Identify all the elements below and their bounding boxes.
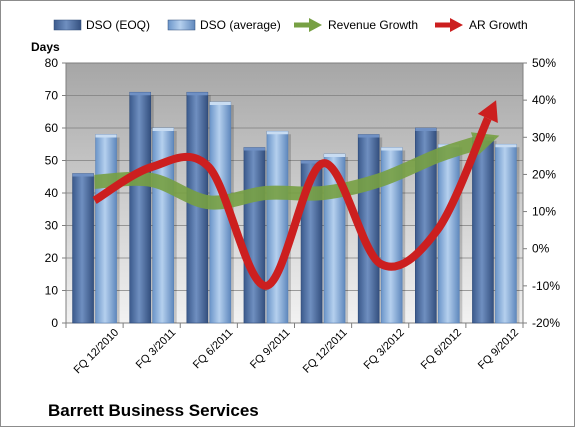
bar — [72, 173, 94, 324]
bar-top — [209, 102, 231, 105]
y2-tick-label: -20% — [532, 316, 560, 330]
y-tick-label: 80 — [45, 56, 59, 70]
bar — [243, 147, 266, 324]
bar-top — [358, 134, 380, 138]
x-tick-label: FQ 12/2010 — [72, 327, 122, 377]
x-tick-label: FQ 6/2011 — [191, 327, 236, 372]
x-tick-label: FQ 9/2012 — [476, 327, 521, 372]
bar-top — [266, 131, 288, 135]
y-tick-label: 20 — [45, 251, 59, 265]
growth-series — [92, 100, 500, 290]
bar-top — [152, 128, 174, 131]
x-tick-label: FQ 3/2011 — [134, 327, 179, 372]
bar-top — [72, 173, 94, 177]
y-axis-label: Days — [31, 40, 60, 54]
legend-item: Revenue Growth — [294, 18, 418, 32]
legend: DSO (EOQ) DSO (average) Revenue Growth AR G… — [53, 18, 528, 32]
bar-top — [95, 134, 117, 138]
legend-swatch — [53, 19, 82, 31]
y-tick-label: 0 — [51, 316, 58, 330]
y2-tick-label: 40% — [532, 93, 556, 107]
y-tick-label: 70 — [45, 89, 59, 103]
series-arrowhead — [477, 100, 498, 123]
legend-label: AR Growth — [469, 18, 528, 32]
bar-top — [243, 147, 265, 151]
bar — [95, 134, 117, 324]
legend-label: DSO (average) — [200, 18, 281, 32]
y-tick-label: 50 — [45, 154, 59, 168]
y2-tick-label: -10% — [532, 279, 560, 293]
y2-tick-label: 10% — [532, 205, 556, 219]
y2-tick-label: 20% — [532, 167, 556, 181]
y-tick-label: 10 — [45, 284, 59, 298]
bar — [266, 130, 289, 324]
bar-top — [186, 92, 208, 96]
y-tick-label: 30 — [45, 219, 59, 233]
y-tick-label: 60 — [45, 121, 59, 135]
legend-item: DSO (average) — [167, 18, 281, 32]
legend-arrow — [450, 18, 463, 32]
legend-item: AR Growth — [435, 18, 528, 32]
y2-tick-label: 50% — [532, 56, 556, 70]
legend-arrow — [309, 18, 322, 32]
legend-label: Revenue Growth — [328, 18, 418, 32]
x-tick-label: FQ 6/2012 — [419, 327, 464, 372]
bar-top — [381, 147, 403, 151]
series-line — [94, 137, 477, 210]
x-tick-label: FQ 9/2011 — [248, 327, 293, 372]
y2-tick-label: 30% — [532, 130, 556, 144]
legend-item: DSO (EOQ) — [53, 18, 150, 32]
bar-top — [301, 160, 323, 164]
bar — [438, 143, 460, 324]
chart-title: Barrett Business Services — [48, 401, 259, 420]
bar — [129, 91, 151, 324]
bar-top — [324, 154, 346, 157]
legend-label: DSO (EOQ) — [86, 18, 150, 32]
y-tick-label: 40 — [45, 186, 59, 200]
bar — [472, 137, 494, 324]
bar-top — [495, 144, 517, 148]
series-line — [92, 116, 492, 290]
legend-swatch — [167, 19, 196, 31]
y2-tick-label: 0% — [532, 242, 550, 256]
bar-top — [415, 128, 437, 131]
x-tick-label: FQ 12/2011 — [301, 327, 350, 376]
bar-top — [129, 92, 151, 96]
bar — [495, 143, 517, 324]
x-tick-label: FQ 3/2012 — [362, 327, 407, 372]
